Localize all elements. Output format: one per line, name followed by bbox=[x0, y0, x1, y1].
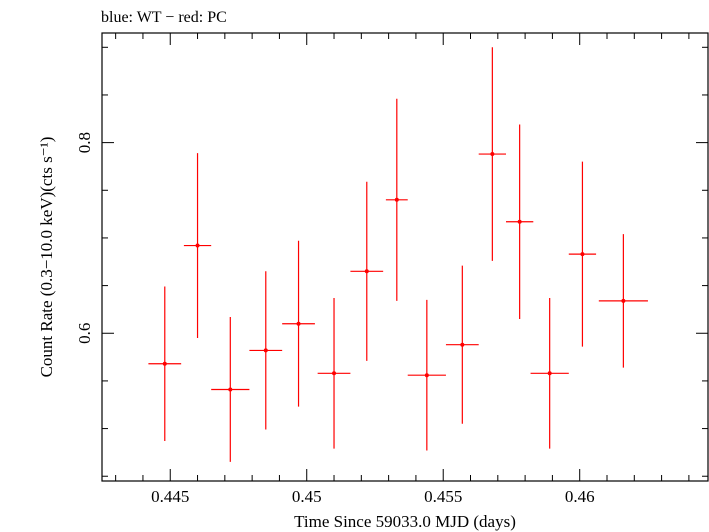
tick-labels: 0.445 0.45 0.455 0.46 0.6 0.8 bbox=[75, 132, 595, 506]
data-point bbox=[568, 161, 597, 347]
x-tick-label: 0.455 bbox=[424, 487, 462, 506]
point-marker bbox=[460, 342, 465, 347]
point-marker bbox=[394, 197, 399, 202]
data-point bbox=[350, 181, 384, 361]
data-point bbox=[478, 47, 506, 261]
x-tick-label: 0.46 bbox=[565, 487, 595, 506]
point-marker bbox=[517, 219, 522, 224]
data-point bbox=[183, 153, 212, 339]
plot-frame bbox=[101, 32, 709, 482]
data-point bbox=[148, 286, 182, 441]
data-point bbox=[385, 98, 408, 301]
point-marker bbox=[547, 371, 552, 376]
point-marker bbox=[424, 373, 429, 378]
data-point bbox=[407, 299, 446, 451]
y-axis-label: Count Rate (0.3−10.0 keV)(cts s⁻¹) bbox=[37, 137, 56, 378]
data-point bbox=[211, 317, 250, 462]
chart-title: blue: WT − red: PC bbox=[101, 9, 227, 26]
data-point bbox=[249, 271, 283, 430]
point-marker bbox=[162, 361, 167, 366]
point-marker bbox=[490, 152, 495, 157]
point-marker bbox=[228, 387, 233, 392]
data-point bbox=[282, 240, 315, 407]
point-marker bbox=[332, 371, 337, 376]
y-tick-label: 0.8 bbox=[75, 132, 94, 153]
y-tick-label: 0.6 bbox=[75, 323, 94, 344]
point-marker bbox=[621, 298, 626, 303]
point-marker bbox=[195, 243, 200, 248]
x-axis-label: Time Since 59033.0 MJD (days) bbox=[294, 512, 516, 531]
point-marker bbox=[296, 321, 301, 326]
point-marker bbox=[364, 269, 369, 274]
data-point bbox=[598, 234, 648, 368]
data-point bbox=[530, 297, 569, 449]
data-point bbox=[506, 124, 534, 319]
data-point bbox=[317, 297, 351, 449]
data-points bbox=[148, 47, 648, 462]
data-point bbox=[445, 265, 479, 424]
point-marker bbox=[263, 348, 268, 353]
x-tick-label: 0.45 bbox=[292, 487, 322, 506]
x-tick-label: 0.445 bbox=[151, 487, 189, 506]
point-marker bbox=[580, 252, 585, 257]
axis-ticks bbox=[102, 33, 708, 481]
